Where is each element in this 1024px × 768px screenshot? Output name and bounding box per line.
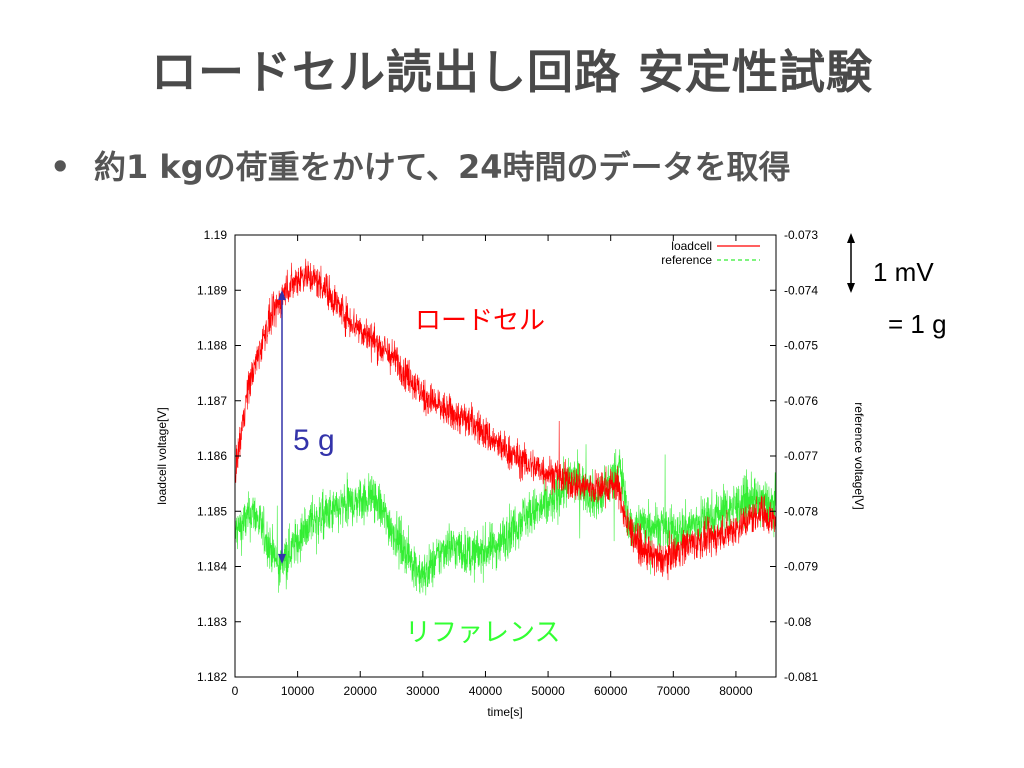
- series-layer: [235, 258, 776, 596]
- y-right-tick-label: -0.075: [784, 339, 818, 353]
- scale-arrow-head-bottom-icon: [847, 283, 855, 293]
- legend-label-loadcell: loadcell: [671, 239, 712, 253]
- x-tick-label: 10000: [281, 684, 315, 698]
- y-right-tick-label: -0.079: [784, 560, 818, 574]
- x-axis-title: time[s]: [487, 705, 522, 719]
- y-left-axis-title: loadcell voltage[V]: [155, 407, 169, 504]
- drift-annotation: 5 g: [293, 424, 335, 457]
- y-left-tick-label: 1.185: [197, 504, 227, 518]
- y-right-tick-label: -0.076: [784, 394, 818, 408]
- drift-arrow: [278, 290, 286, 564]
- axis-layer: 0 10000 20000 30000 40000 50000 60000 70000 8000…: [197, 228, 818, 698]
- drift-arrow-head-top-icon: [278, 290, 286, 300]
- y-left-tick-label: 1.189: [197, 283, 227, 297]
- y-right-axis-title: reference voltage[V]: [852, 402, 866, 509]
- scale-arrow-head-top-icon: [847, 233, 855, 243]
- y-left-tick-label: 1.188: [197, 339, 227, 353]
- scale-annotation-bottom: = 1 g: [888, 309, 947, 339]
- y-right-tick-label: -0.078: [784, 504, 818, 518]
- y-right-tick-label: -0.073: [784, 228, 818, 242]
- x-tick-label: 50000: [531, 684, 565, 698]
- y-right-tick-label: -0.081: [784, 670, 818, 684]
- legend-label-reference: reference: [661, 253, 712, 267]
- y-left-tick-label: 1.187: [197, 394, 227, 408]
- y-left-tick-label: 1.19: [204, 228, 228, 242]
- series-line-loadcell: [235, 258, 776, 581]
- y-right-tick-label: -0.077: [784, 449, 818, 463]
- y-left-tick-label: 1.183: [197, 615, 227, 629]
- y-right-tick-label: -0.074: [784, 283, 818, 297]
- x-tick-label: 0: [232, 684, 239, 698]
- series-line-reference: [235, 444, 776, 596]
- slide-title: ロードセル読出し回路 安定性試験: [150, 45, 873, 99]
- y-right-tick-label: -0.08: [784, 615, 812, 629]
- loadcell-annotation: ロードセル: [415, 306, 545, 336]
- drift-arrow-head-bottom-icon: [278, 554, 286, 564]
- bullet-dot-icon: •: [50, 148, 71, 186]
- y-left-tick-label: 1.182: [197, 670, 227, 684]
- scale-arrow: [847, 233, 855, 293]
- x-tick-label: 30000: [406, 684, 440, 698]
- y-left-tick-label: 1.184: [197, 560, 227, 574]
- x-tick-label: 40000: [469, 684, 503, 698]
- x-tick-label: 80000: [719, 684, 753, 698]
- x-tick-label: 70000: [657, 684, 691, 698]
- reference-annotation: リファレンス: [405, 618, 560, 648]
- bullet-text: 約1 kgの荷重をかけて、24時間のデータを取得: [94, 148, 791, 186]
- legend: loadcell reference: [661, 239, 760, 267]
- bullet-item: • 約1 kgの荷重をかけて、24時間のデータを取得: [50, 142, 791, 188]
- y-left-tick-label: 1.186: [197, 449, 227, 463]
- x-tick-label: 20000: [344, 684, 378, 698]
- scale-annotation-top: 1 mV: [873, 257, 934, 287]
- x-tick-label: 60000: [594, 684, 628, 698]
